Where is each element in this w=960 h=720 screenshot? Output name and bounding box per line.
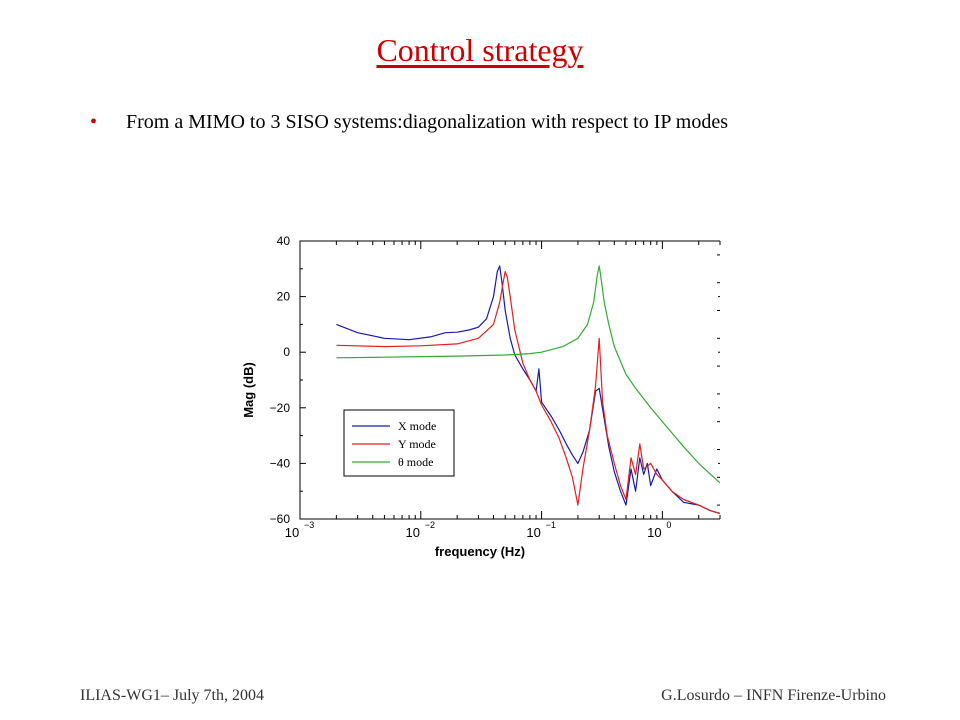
y-tick-label: 20: [277, 290, 291, 304]
legend-box: [343, 409, 455, 477]
x-tick-label-exponent: −3: [304, 520, 314, 530]
legend-entry: θ mode: [398, 455, 433, 469]
y-tick-label: 0: [283, 345, 290, 359]
plot-frame: [299, 240, 720, 520]
y-axis-label: Mag (dB): [241, 362, 256, 418]
series-group: [336, 265, 720, 514]
y-tick-label: −20: [270, 401, 291, 415]
x-tick-label: 10: [406, 525, 420, 540]
x-tick-label-exponent: −1: [546, 520, 556, 530]
legend-entry: Y mode: [398, 437, 436, 451]
x-tick-label: 10: [285, 525, 299, 540]
y-tick-label: −60: [270, 512, 291, 526]
y-tick-label: −40: [270, 456, 291, 470]
series-line-2: [336, 265, 720, 484]
x-tick-label-exponent: 0: [666, 520, 671, 530]
series-line-0: [336, 265, 720, 514]
x-tick-label: 10: [526, 525, 540, 540]
page-title: Control strategy: [376, 32, 584, 68]
x-tick-label: 10: [647, 525, 661, 540]
legend-entry: X mode: [398, 419, 436, 433]
bullet-text: From a MIMO to 3 SISO systems:diagonaliz…: [126, 111, 728, 133]
x-axis-label: frequency (Hz): [435, 544, 525, 559]
series-line-1: [336, 271, 720, 514]
footer-left: ILIAS-WG1– July 7th, 2004: [80, 687, 264, 704]
y-tick-label: 40: [277, 234, 291, 248]
x-tick-label-exponent: −2: [425, 520, 435, 530]
bullet-dot-icon: •: [90, 111, 98, 133]
bullet-item: • From a MIMO to 3 SISO systems:diagonali…: [90, 111, 728, 134]
footer-right: G.Losurdo – INFN Firenze-Urbino: [661, 687, 886, 704]
